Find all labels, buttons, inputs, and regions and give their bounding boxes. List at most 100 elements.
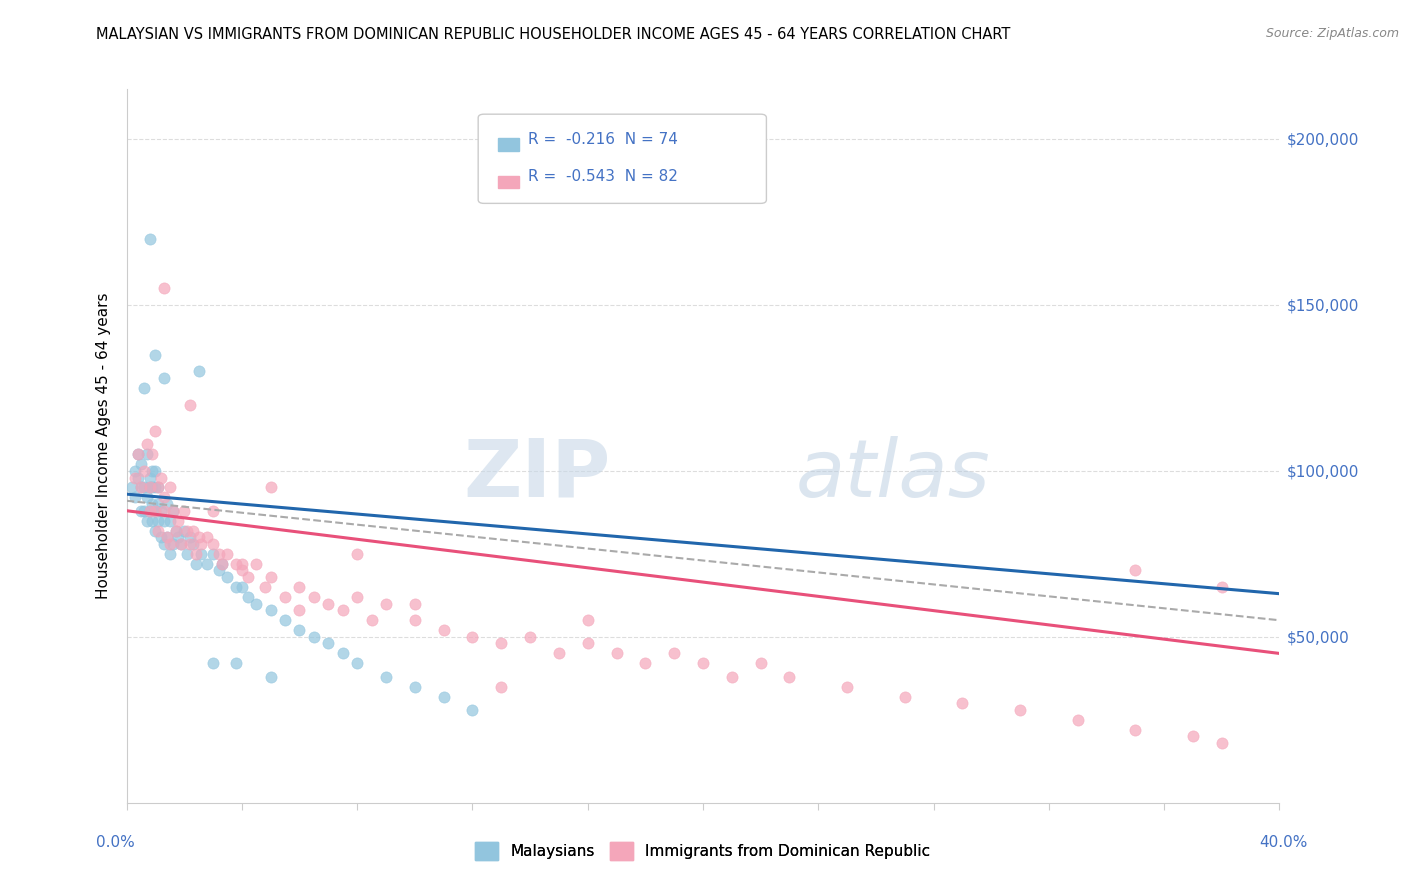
Point (332, 647, 354, 661)
Point (274, 590, 297, 604)
Point (259, 570, 281, 584)
Point (576, 613, 599, 627)
Point (153, 371, 176, 385)
Point (461, 630, 484, 644)
Point (318, 597, 340, 611)
Point (162, 504, 184, 518)
Point (720, 670, 742, 684)
Point (576, 636, 599, 650)
Point (894, 690, 917, 704)
Point (1211, 580, 1233, 594)
Point (127, 470, 149, 484)
Point (211, 557, 233, 571)
Point (141, 447, 163, 461)
Point (950, 696, 973, 710)
Text: R =  -0.543  N = 82: R = -0.543 N = 82 (527, 169, 678, 184)
Point (346, 547, 368, 561)
Point (779, 670, 801, 684)
Point (167, 514, 190, 528)
Point (138, 231, 160, 245)
Point (259, 481, 281, 495)
Point (184, 547, 207, 561)
Point (491, 636, 513, 650)
Point (461, 703, 484, 717)
Point (167, 530, 190, 544)
Point (176, 547, 198, 561)
Point (124, 470, 146, 484)
Point (165, 524, 187, 538)
Point (129, 481, 152, 495)
Point (231, 580, 253, 594)
FancyBboxPatch shape (498, 138, 519, 152)
Point (404, 597, 426, 611)
Point (181, 537, 204, 551)
Point (132, 504, 155, 518)
Point (153, 537, 176, 551)
Point (170, 537, 193, 551)
Point (664, 647, 686, 661)
Point (145, 481, 166, 495)
Point (138, 481, 160, 495)
Point (138, 470, 160, 484)
Point (141, 464, 163, 478)
Point (129, 457, 152, 471)
Text: atlas: atlas (796, 435, 990, 514)
Point (141, 514, 163, 528)
Point (159, 547, 181, 561)
Point (1181, 730, 1204, 744)
Legend: Malaysians, Immigrants from Dominican Republic: Malaysians, Immigrants from Dominican Re… (470, 836, 936, 866)
Point (634, 657, 657, 671)
Text: Source: ZipAtlas.com: Source: ZipAtlas.com (1265, 27, 1399, 40)
Point (159, 537, 181, 551)
Point (1211, 736, 1233, 750)
Point (179, 530, 201, 544)
Point (148, 524, 170, 538)
Point (124, 491, 146, 505)
Point (302, 630, 325, 644)
Point (360, 613, 382, 627)
Point (346, 657, 368, 671)
Point (176, 524, 198, 538)
Point (153, 504, 176, 518)
Point (606, 647, 628, 661)
Point (138, 504, 160, 518)
Point (132, 464, 155, 478)
Point (208, 547, 231, 561)
Point (135, 491, 157, 505)
Point (190, 537, 212, 551)
Point (156, 530, 179, 544)
Text: ZIP: ZIP (464, 435, 610, 514)
Point (153, 281, 176, 295)
Point (145, 504, 166, 518)
Text: MALAYSIAN VS IMMIGRANTS FROM DOMINICAN REPUBLIC HOUSEHOLDER INCOME AGES 45 - 64 : MALAYSIAN VS IMMIGRANTS FROM DOMINICAN R… (96, 27, 1010, 42)
Point (245, 597, 267, 611)
Text: 0.0%: 0.0% (96, 836, 135, 850)
Point (138, 504, 160, 518)
Point (129, 504, 152, 518)
Point (138, 481, 160, 495)
Point (132, 481, 155, 495)
Point (159, 514, 181, 528)
Point (211, 557, 233, 571)
Point (404, 613, 426, 627)
Point (274, 613, 297, 627)
Point (150, 530, 173, 544)
Point (190, 547, 212, 561)
Point (141, 481, 163, 495)
Point (162, 504, 184, 518)
Point (145, 424, 166, 438)
Point (135, 437, 157, 451)
Point (148, 514, 170, 528)
Point (1125, 564, 1147, 578)
Point (217, 570, 239, 584)
Point (153, 491, 176, 505)
Point (156, 497, 179, 511)
Point (127, 447, 149, 461)
Point (135, 447, 157, 461)
Point (225, 557, 247, 571)
Text: R =  -0.216  N = 74: R = -0.216 N = 74 (527, 132, 678, 146)
Point (332, 603, 354, 617)
Point (548, 647, 571, 661)
Point (225, 580, 247, 594)
Point (202, 537, 225, 551)
